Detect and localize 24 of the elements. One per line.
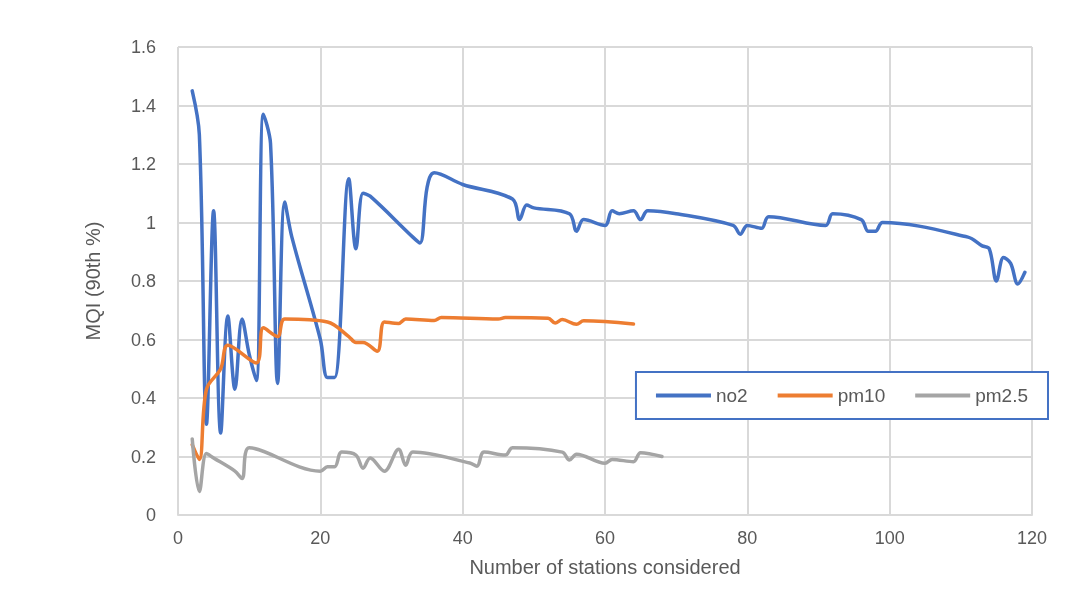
y-tick-label: 1.2 [130, 154, 156, 174]
x-tick-label: 120 [1016, 528, 1048, 548]
x-tick-label: 20 [310, 528, 331, 548]
y-tick-label: 1 [145, 212, 156, 233]
line-series [190, 437, 664, 494]
x-axis-title: Number of stations considered [469, 556, 741, 578]
y-tick-label: 1.6 [130, 37, 156, 57]
x-tick-label: 40 [452, 528, 473, 548]
line-series [190, 89, 1027, 435]
legend-label: pm10 [837, 385, 886, 406]
legend-label: pm2.5 [975, 385, 1029, 406]
line-series [190, 315, 636, 462]
y-tick-label: 0.4 [130, 388, 156, 408]
y-tick-label: 0.6 [130, 329, 156, 350]
x-tick-label: 80 [737, 528, 758, 548]
y-axis-title: MQI (90th %) [82, 221, 104, 341]
x-tick-label: 60 [594, 528, 616, 548]
y-tick-label: 0 [145, 505, 156, 525]
x-tick-label: 0 [172, 528, 184, 548]
x-tick-label: 100 [874, 528, 905, 548]
y-tick-label: 0.2 [130, 446, 156, 467]
y-tick-label: 1.4 [130, 95, 156, 116]
legend-label: no2 [715, 385, 748, 406]
y-tick-label: 0.8 [130, 271, 156, 291]
